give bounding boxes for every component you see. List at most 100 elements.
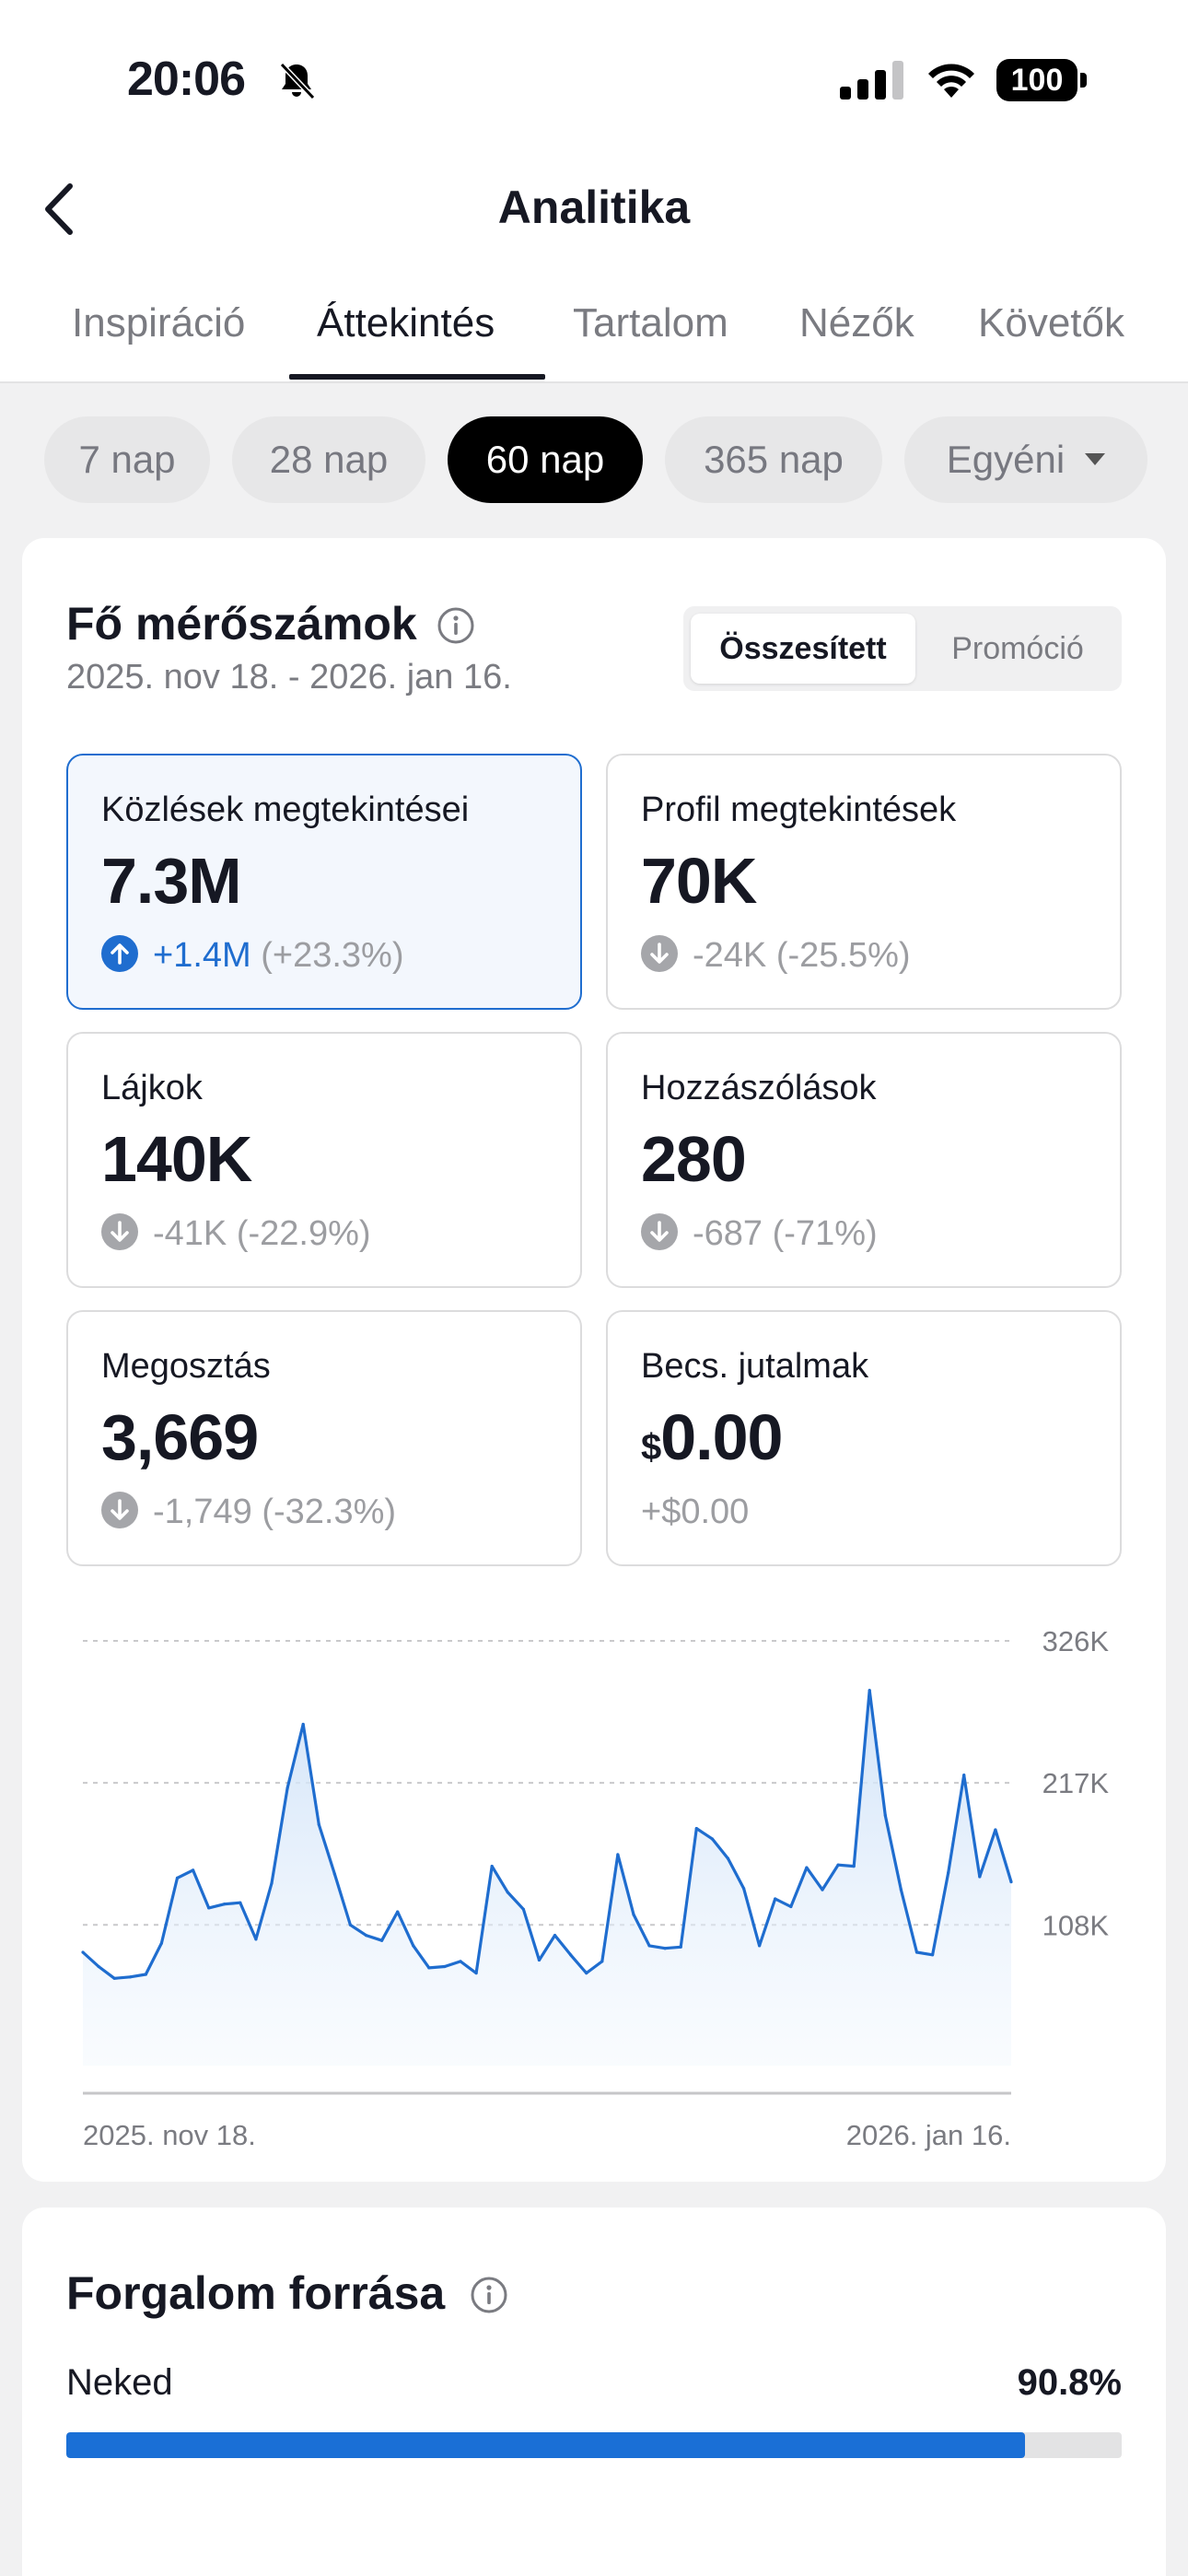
tab-content[interactable]: Tartalom [573, 300, 728, 345]
post-views-chart[interactable]: 2025. nov 18. 2026. jan 16. 108K 217K 326K [22, 538, 1166, 2182]
chart-data-point [694, 1827, 698, 1831]
aggregate-promotion-toggle: Összesített Promóció [683, 606, 1122, 691]
toggle-promotion[interactable]: Promóció [951, 631, 1084, 666]
metric-pct: (-71%) [772, 1214, 878, 1253]
metric-card-profile-views[interactable]: Profil megtekintések 70K -24K (-25.5%) [606, 754, 1122, 1010]
traffic-source-card: Forgalom forrása Neked 90.8% [22, 2207, 1166, 2576]
chart-data-point [285, 1786, 289, 1790]
metric-label: Megosztás [101, 1347, 271, 1386]
status-time: 20:06 [127, 53, 246, 106]
metric-label: Közlések megtekintései [101, 790, 470, 829]
chart-series-line [81, 1689, 1013, 1980]
arrow-up-circle-icon [101, 934, 138, 972]
tab-overview[interactable]: Áttekintés [317, 300, 495, 345]
arrow-down-circle-icon [641, 934, 678, 972]
metric-change: -687 (-71%) [641, 1212, 878, 1254]
chart-data-point [758, 1944, 762, 1948]
chart-data-point [914, 1950, 919, 1954]
traffic-source-label: Neked [66, 2362, 173, 2403]
metric-label: Hozzászólások [641, 1069, 877, 1107]
metric-value: $0.00 [641, 1400, 784, 1474]
chart-data-point [774, 1897, 777, 1901]
tab-inspiration[interactable]: Inspiráció [72, 300, 246, 345]
wifi-icon [928, 64, 974, 98]
metric-amount: 0.00 [660, 1401, 783, 1473]
period-chip-7[interactable]: 7 nap [44, 416, 210, 503]
metric-value: 70K [641, 845, 757, 917]
chart-data-point [805, 1866, 809, 1869]
cellular-signal-icon [840, 61, 903, 100]
metric-card-likes[interactable]: Lájkok 140K -41K (-22.9%) [66, 1032, 582, 1288]
chart-data-point [239, 1901, 242, 1904]
chart-data-point [537, 1958, 542, 1962]
battery-indicator: 100 [996, 59, 1087, 101]
period-chip-custom-label: Egyéni [946, 438, 1066, 481]
chart-data-point [962, 1774, 966, 1777]
metric-pct: (+23.3%) [261, 936, 404, 975]
chart-data-point [112, 1976, 116, 1980]
chart-data-point [506, 1891, 509, 1894]
period-chip-365[interactable]: 365 nap [665, 416, 882, 503]
arrow-down-circle-icon [641, 1212, 678, 1250]
metric-value: 3,669 [101, 1401, 259, 1473]
metric-change: -41K (-22.9%) [101, 1212, 371, 1254]
chart-data-point [348, 1923, 353, 1926]
metric-delta: -687 [693, 1214, 763, 1253]
chart-data-point [632, 1913, 635, 1916]
chart-x-start-label: 2025. nov 18. [83, 2119, 256, 2151]
chart-data-point [97, 1964, 100, 1969]
period-chip-28[interactable]: 28 nap [232, 416, 425, 503]
arrow-down-circle-icon [101, 1212, 138, 1250]
tab-viewers[interactable]: Nézők [799, 300, 914, 345]
chart-data-point [317, 1822, 320, 1826]
metric-change: +$0.00 [641, 1493, 749, 1532]
chart-data-point [81, 1950, 85, 1954]
toggle-aggregate[interactable]: Összesített [691, 614, 915, 684]
chart-data-point [821, 1888, 824, 1891]
traffic-source-value: 90.8% [1017, 2362, 1122, 2403]
chart-data-point [396, 1910, 400, 1914]
metric-delta: +$0.00 [641, 1493, 750, 1531]
metric-delta: -24K [693, 936, 767, 975]
chart-data-point [332, 1872, 336, 1876]
metric-value: 140K [101, 1123, 252, 1195]
chart-data-point [459, 1960, 462, 1963]
metric-card-est-rewards[interactable]: Becs. jutalmak $0.00 +$0.00 [606, 1310, 1122, 1566]
chart-data-point [899, 1888, 903, 1891]
back-chevron-icon[interactable] [37, 177, 83, 241]
traffic-source-bar-fill [66, 2432, 1025, 2458]
chart-data-point [616, 1853, 620, 1856]
metric-label: Profil megtekintések [641, 790, 957, 829]
period-chip-custom[interactable]: Egyéni [904, 416, 1147, 503]
info-icon[interactable] [470, 2276, 508, 2314]
chart-data-point [726, 1856, 730, 1860]
metric-value: 280 [641, 1123, 747, 1195]
arrow-down-circle-icon [101, 1491, 138, 1528]
metric-card-post-views[interactable]: Közlések megtekintései 7.3M +1.4M (+23.3… [66, 754, 582, 1010]
chart-data-point [380, 1938, 384, 1942]
metric-card-comments[interactable]: Hozzászólások 280 -687 (-71%) [606, 1032, 1122, 1288]
period-chip-60[interactable]: 60 nap [448, 416, 643, 503]
traffic-source-bar [66, 2432, 1122, 2458]
metric-change: -24K (-25.5%) [641, 934, 911, 976]
metric-card-shares[interactable]: Megosztás 3,669 -1,749 (-32.3%) [66, 1310, 582, 1566]
chart-data-point [868, 1689, 871, 1692]
chart-data-point [789, 1904, 793, 1909]
metric-currency: $ [641, 1427, 661, 1468]
chart-data-point [836, 1863, 840, 1867]
chart-y-tick-label: 217K [1042, 1767, 1110, 1799]
chart-data-point [412, 1944, 415, 1948]
info-icon[interactable] [437, 606, 475, 645]
key-metrics-card: Fő mérőszámok 2025. nov 18. - 2026. jan … [22, 538, 1166, 2182]
metric-delta: -41K [153, 1214, 227, 1253]
chart-data-point [741, 1887, 746, 1891]
tab-followers[interactable]: Követők [978, 300, 1124, 345]
chart-data-point [144, 1973, 147, 1976]
chart-data-point [883, 1813, 887, 1818]
chart-data-point [600, 1960, 604, 1963]
metric-delta: -1,749 [153, 1493, 252, 1531]
metric-value: 7.3M [101, 845, 242, 917]
chart-data-point [427, 1966, 431, 1970]
chart-data-point [553, 1933, 557, 1938]
chart-data-point [159, 1941, 164, 1945]
